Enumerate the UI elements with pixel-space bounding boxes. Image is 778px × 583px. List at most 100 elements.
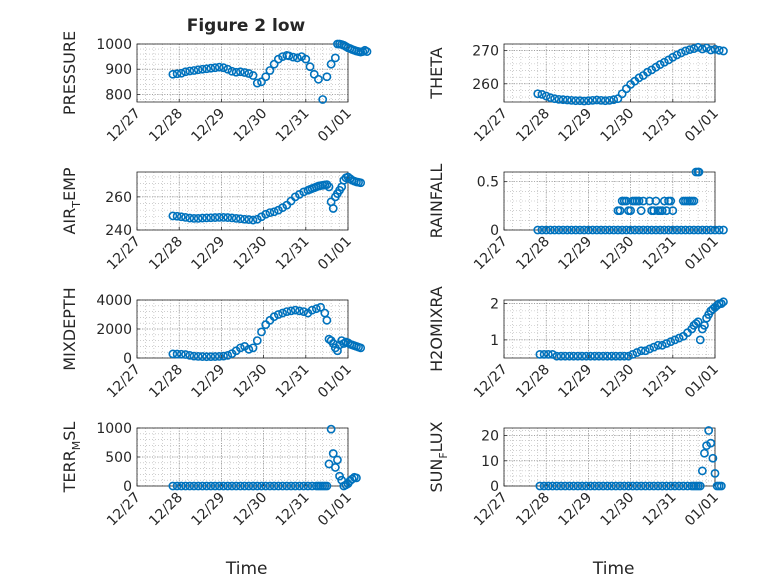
data-point (681, 46, 690, 56)
data-point (210, 63, 220, 73)
data-point (632, 348, 642, 357)
data-point (636, 206, 646, 216)
data-point (311, 304, 321, 314)
data-point (286, 196, 296, 206)
data-point (674, 481, 684, 491)
data-point (594, 351, 604, 361)
data-point (657, 340, 667, 350)
data-point (352, 473, 361, 483)
data-point (615, 351, 625, 361)
data-point (546, 93, 555, 103)
panel-5: 0 2000 4000 12/27 12/28 12/29 12/30 12/31 01/01 M… (60, 287, 366, 402)
data-point (185, 66, 195, 76)
data-point (347, 474, 357, 484)
x-tick-label: 12/31 (273, 234, 313, 274)
data-point (257, 327, 266, 337)
data-point (269, 207, 279, 217)
data-point (594, 481, 604, 491)
data-point (193, 213, 203, 223)
data-point (333, 455, 342, 465)
data-point (299, 307, 309, 316)
y-axis-label-tail: LUX (427, 421, 446, 452)
data-point (541, 91, 551, 101)
data-point (565, 481, 574, 491)
data-point (590, 351, 600, 361)
data-point (273, 310, 283, 319)
y-tick-label: 2 (490, 297, 499, 313)
x-tick-label: 01/01 (682, 234, 722, 274)
x-tick-label: 12/31 (640, 106, 680, 146)
data-point (326, 424, 336, 434)
data-point (537, 89, 547, 99)
x-tick-label: 12/29 (188, 234, 228, 274)
data-point (710, 44, 720, 54)
x-tick-label: 12/28 (146, 234, 186, 274)
data-point (206, 352, 216, 362)
data-point (714, 225, 724, 235)
data-point (305, 62, 315, 72)
data-point (596, 95, 606, 105)
x-tick-label: 12/27 (471, 106, 511, 146)
data-point (600, 96, 610, 106)
data-point (702, 43, 711, 53)
data-point (550, 225, 560, 235)
data-point (617, 89, 627, 99)
data-point (223, 350, 233, 360)
data-point (586, 351, 595, 361)
x-tick-label: 12/30 (598, 106, 638, 146)
y-axis-label-main: AIR (60, 208, 79, 235)
data-point (257, 77, 266, 87)
y-axis-label-main: PRESSURE (60, 31, 79, 115)
data-point (672, 225, 682, 235)
data-point (326, 59, 336, 69)
x-tick-label: 12/27 (104, 362, 144, 402)
data-point (613, 225, 623, 235)
data-point (189, 66, 199, 75)
data-point (198, 481, 207, 491)
data-point (295, 306, 304, 316)
data-point (185, 481, 195, 491)
data-point (324, 182, 334, 192)
data-point (584, 225, 593, 235)
data-point (290, 305, 300, 315)
data-point (592, 225, 602, 235)
x-tick-label: 12/30 (598, 362, 638, 402)
y-tick-label: 0 (123, 351, 132, 367)
data-point (704, 426, 714, 435)
data-point (219, 351, 228, 361)
data-point (645, 344, 654, 354)
axes-box (503, 299, 716, 359)
data-point (719, 225, 728, 235)
data-point (548, 349, 557, 359)
data-point (257, 481, 266, 491)
data-point (176, 481, 186, 491)
data-point (657, 481, 667, 491)
x-tick-label: 12/30 (231, 490, 271, 530)
y-tick-label: 1000 (96, 421, 132, 437)
data-point (624, 481, 633, 491)
data-point (710, 225, 720, 235)
data-point (588, 225, 598, 235)
y-tick-label: 4000 (96, 293, 132, 309)
data-point (231, 481, 241, 491)
data-point (362, 47, 372, 56)
data-point (668, 206, 678, 216)
data-point (240, 68, 250, 77)
data-point (611, 351, 621, 361)
data-point (579, 96, 589, 106)
y-tick-label: 0.5 (477, 175, 499, 191)
data-point (577, 351, 587, 361)
axes-box (136, 43, 349, 103)
data-point (273, 481, 283, 491)
y-tick-label: 2000 (96, 322, 132, 338)
data-point (202, 352, 212, 362)
data-point (248, 71, 258, 80)
data-point (619, 351, 629, 361)
data-point (577, 481, 587, 491)
data-point (219, 481, 228, 491)
data-point (231, 213, 241, 223)
data-point (588, 95, 598, 105)
y-tick-label: 0 (490, 479, 499, 495)
x-tick-label: 12/27 (471, 234, 511, 274)
data-point (592, 95, 602, 105)
